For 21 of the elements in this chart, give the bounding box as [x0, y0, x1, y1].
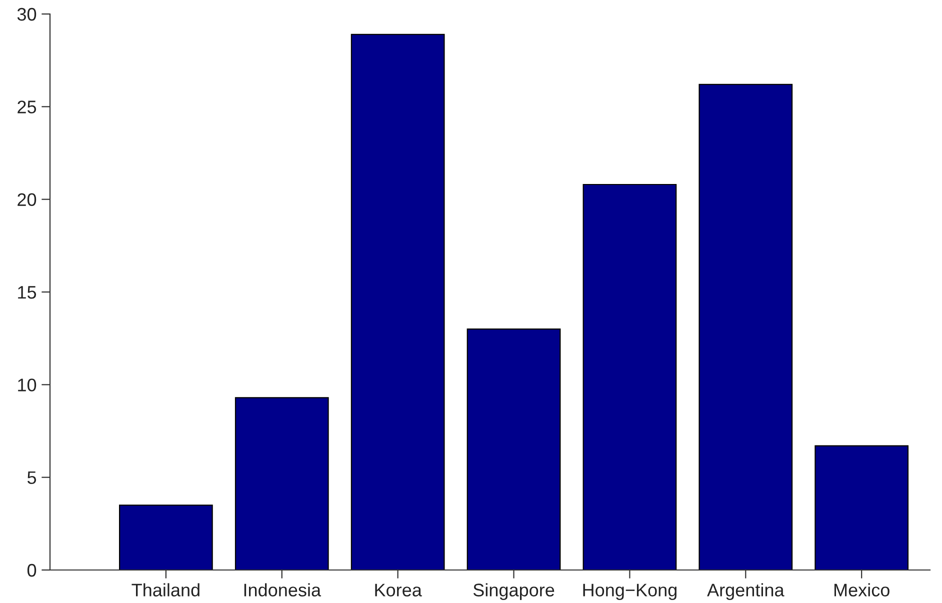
x-tick-label: Mexico: [834, 583, 890, 596]
y-tick-label: 15: [18, 286, 36, 299]
x-tick-label: Indonesia: [244, 583, 322, 596]
bar: [466, 328, 561, 570]
bar: [582, 184, 677, 570]
y-tick-label: 0: [27, 564, 36, 577]
y-tick-label: 5: [27, 471, 36, 484]
bar: [698, 84, 793, 570]
x-tick-label: Korea: [375, 584, 422, 596]
x-tick-label: Thailand: [132, 583, 200, 596]
y-tick-label: 10: [18, 378, 36, 392]
y-tick-label: 30: [17, 8, 36, 21]
x-tick-label: Singapore: [473, 583, 554, 600]
y-tick-label: 25: [18, 100, 36, 114]
y-tick-label: 20: [18, 193, 36, 206]
bar: [234, 397, 329, 570]
x-tick-label: Argentina: [707, 583, 784, 600]
bar: [814, 445, 909, 570]
bar: [119, 504, 213, 570]
bar: [350, 34, 445, 570]
x-tick-label: Hong−Kong: [583, 584, 676, 600]
